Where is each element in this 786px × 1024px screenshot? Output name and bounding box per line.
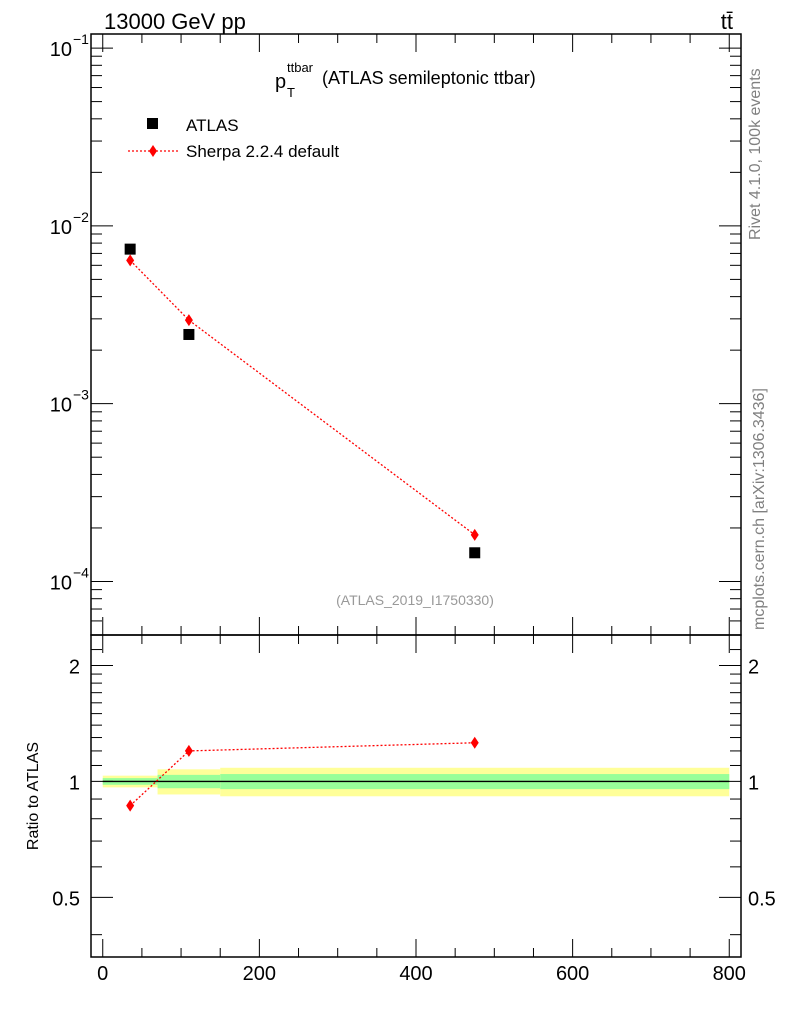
- sherpa-point: [126, 254, 135, 267]
- process-label: tt̄: [721, 9, 733, 34]
- energy-label: 13000 GeV pp: [104, 9, 246, 34]
- x-tick-label: 200: [243, 963, 276, 985]
- mcplots-label: mcplots.cern.ch [arXiv:1306.3436]: [751, 388, 768, 630]
- ratio-y-axis-label: Ratio to ATLAS: [25, 742, 42, 850]
- ratio-y-tick-label-left: 1: [69, 772, 80, 794]
- chart-title-rest: (ATLAS semileptonic ttbar): [322, 68, 536, 88]
- sherpa-point: [184, 314, 193, 327]
- ratio-sherpa-point: [184, 744, 193, 757]
- ratio-y-tick-label-right: 0.5: [748, 888, 776, 910]
- legend-atlas-marker: [147, 118, 158, 129]
- chart-title-subscript: T: [287, 85, 295, 100]
- ratio-y-tick-label-right: 1: [748, 772, 759, 794]
- main-panel: 10−110−210−310−4 p ttbar T (ATLAS semile…: [50, 31, 742, 636]
- y-tick-label: 10: [50, 395, 72, 417]
- sherpa-point: [470, 528, 479, 541]
- y-tick-exponent: −3: [73, 387, 89, 403]
- y-tick-label: 10: [50, 39, 72, 61]
- atlas-point: [124, 243, 136, 255]
- y-tick-exponent: −2: [73, 209, 89, 225]
- x-tick-label: 600: [556, 963, 589, 985]
- ratio-sherpa-point: [126, 799, 135, 812]
- ratio-panel-frame: [90, 634, 742, 958]
- legend-atlas-label: ATLAS: [186, 116, 239, 135]
- x-tick-label: 0: [97, 963, 108, 985]
- y-tick-exponent: −1: [73, 31, 89, 47]
- y-tick-label: 10: [50, 572, 72, 594]
- x-tick-label: 800: [713, 963, 746, 985]
- legend-sherpa-marker: [149, 145, 157, 157]
- y-tick-exponent: −4: [73, 564, 89, 580]
- ratio-y-tick-label-left: 2: [69, 656, 80, 678]
- x-tick-label: 400: [399, 963, 432, 985]
- sherpa-line: [129, 259, 476, 536]
- chart-title-superscript: ttbar: [287, 60, 314, 75]
- ratio-panel: 0.5 0.5 1 1 2 2 0 200 400 600 800 Ratio to ATLAS: [25, 634, 776, 985]
- chart-title-p: p: [275, 71, 286, 93]
- y-tick-label: 10: [50, 217, 72, 239]
- rivet-version-label: Rivet 4.1.0, 100k events: [747, 68, 764, 240]
- legend: ATLAS Sherpa 2.2.4 default: [128, 116, 339, 161]
- ratio-y-tick-label-right: 2: [748, 656, 759, 678]
- ratio-sherpa-point: [470, 736, 479, 749]
- analysis-label: (ATLAS_2019_I1750330): [336, 592, 494, 608]
- atlas-point: [469, 547, 481, 559]
- legend-sherpa-label: Sherpa 2.2.4 default: [186, 142, 339, 161]
- ratio-y-tick-label-left: 0.5: [52, 888, 80, 910]
- atlas-point: [183, 328, 195, 340]
